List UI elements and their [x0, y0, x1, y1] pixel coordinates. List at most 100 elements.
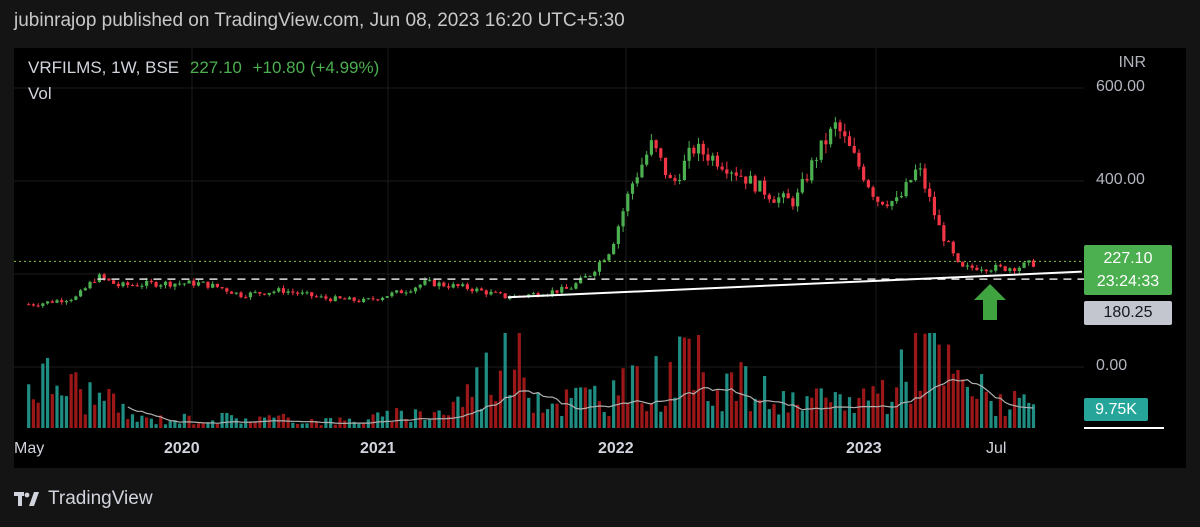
candle	[1003, 265, 1007, 272]
volume-bar	[215, 423, 219, 428]
price-chart[interactable]	[14, 48, 1186, 468]
volume-bar	[418, 411, 422, 428]
volume-bar	[333, 424, 337, 428]
volume-bar	[395, 408, 399, 428]
candle	[196, 279, 201, 287]
chart-legend: VRFILMS, 1W, BSE 227.10 +10.80 (+4.99%)	[28, 58, 379, 78]
volume-bar	[545, 409, 550, 428]
candle	[456, 283, 460, 289]
volume-bar	[640, 403, 644, 428]
up-arrow-annotation[interactable]	[974, 284, 1006, 320]
volume-bar	[286, 417, 290, 428]
candle	[300, 289, 304, 296]
volume-bar	[295, 423, 300, 428]
volume-bar	[102, 400, 106, 428]
candle	[616, 224, 620, 249]
volume-bar	[41, 363, 45, 428]
candle	[805, 173, 809, 183]
x-tick-2020: 2020	[164, 440, 200, 457]
candle	[121, 281, 125, 288]
volume-bar	[909, 403, 913, 428]
candle	[946, 239, 951, 243]
volume-bar	[432, 412, 436, 428]
volume-bar	[899, 349, 903, 428]
volume-bar	[498, 370, 503, 428]
candle	[942, 221, 946, 247]
volume-bar	[659, 411, 663, 428]
candle	[602, 258, 606, 263]
volume-bar	[942, 385, 946, 428]
candle	[1017, 266, 1021, 274]
candle	[130, 283, 135, 287]
candle	[465, 282, 470, 291]
volume-label[interactable]: Vol	[28, 84, 52, 103]
volume-bar	[762, 375, 767, 428]
volume-bar	[428, 419, 432, 428]
candle	[984, 268, 988, 274]
tradingview-brand[interactable]: TradingView	[14, 488, 153, 510]
volume-bar	[517, 333, 521, 428]
volume-bar	[847, 397, 852, 428]
candle	[484, 289, 488, 298]
volume-bar	[772, 404, 776, 428]
candle	[50, 299, 54, 304]
candle	[380, 296, 385, 302]
volume-bar	[649, 403, 653, 428]
candle	[876, 196, 880, 207]
volume-bar	[758, 399, 762, 428]
candle	[498, 291, 503, 295]
volume-bar	[437, 410, 441, 428]
candle	[225, 287, 229, 294]
volume-bar	[413, 409, 418, 428]
candle	[890, 200, 894, 211]
candle	[645, 151, 649, 167]
candle	[923, 163, 927, 193]
volume-bar	[923, 333, 927, 428]
candle	[451, 281, 455, 289]
volume-bar	[196, 423, 201, 428]
volume-bar	[461, 407, 465, 428]
candle	[116, 281, 120, 289]
candle	[428, 277, 432, 282]
candle	[871, 185, 875, 201]
volume-bar	[1027, 402, 1031, 428]
volume-bar	[489, 394, 493, 428]
candle	[796, 188, 800, 212]
volume-bar	[555, 403, 559, 428]
volume-bar	[74, 372, 78, 428]
volume-bar	[791, 392, 795, 428]
candle	[41, 302, 45, 308]
candle	[244, 294, 248, 299]
candle	[682, 154, 686, 181]
candle	[748, 170, 753, 184]
symbol-label[interactable]: VRFILMS, 1W, BSE	[28, 58, 180, 77]
candle	[909, 179, 913, 184]
candle	[333, 294, 337, 302]
candle	[970, 263, 974, 271]
candle	[74, 295, 78, 301]
candle	[413, 286, 418, 294]
volume-bar	[220, 412, 224, 428]
candle	[404, 290, 408, 296]
volume-bar	[239, 423, 243, 428]
candle	[862, 163, 866, 183]
trendline[interactable]	[507, 270, 1083, 299]
volume-bar	[979, 374, 984, 428]
candle	[338, 295, 342, 299]
candle	[814, 157, 819, 169]
y-tick-400: 400.00	[1096, 171, 1145, 188]
last-price-badge-value: 227.10	[1103, 250, 1153, 267]
volume-bar	[45, 357, 50, 428]
candle	[88, 280, 92, 290]
volume-bar	[173, 420, 177, 428]
candle	[314, 294, 319, 298]
candle	[201, 281, 205, 283]
chart-area[interactable]: VRFILMS, 1W, BSE 227.10 +10.80 (+4.99%) …	[14, 48, 1186, 468]
volume-bar	[470, 396, 474, 428]
volume-bar	[696, 335, 701, 428]
candle	[329, 297, 333, 303]
candle	[819, 140, 823, 163]
brand-name: TradingView	[48, 488, 153, 509]
candle	[767, 192, 771, 203]
candle	[409, 289, 413, 294]
